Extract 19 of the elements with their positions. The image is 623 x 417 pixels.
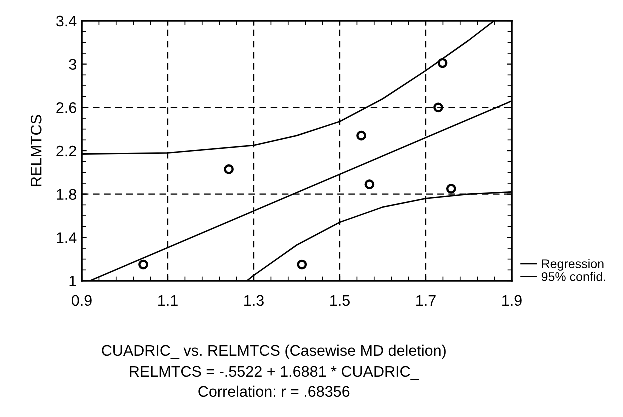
x-tick-label: 1.5 bbox=[330, 295, 350, 306]
y-tick-label: 1.8 bbox=[57, 189, 76, 200]
y-tick-label: 2.2 bbox=[56, 146, 76, 157]
text: Correlation: r = .68356 bbox=[198, 386, 350, 398]
y-tick-label: 1.4 bbox=[57, 232, 77, 244]
x-tick-label: 1.1 bbox=[158, 295, 178, 306]
y-tick-label: 1 bbox=[70, 276, 76, 287]
text: RELMTCS = -.5522 + 1.6881 * CUADRIC_ bbox=[130, 366, 420, 380]
x-tick-label: 1.7 bbox=[416, 295, 436, 306]
y-tick-label: 3.4 bbox=[56, 16, 77, 27]
y-axis-title: RELMTCS bbox=[30, 115, 42, 186]
y-tick-label: 2.6 bbox=[56, 102, 76, 114]
x-tick-label: 1.3 bbox=[244, 295, 264, 306]
y-tick-label: 3 bbox=[69, 59, 76, 70]
x-tick-label: 0.9 bbox=[72, 295, 92, 306]
legend-label: 95% confid. bbox=[542, 272, 606, 282]
x-tick-label: 1.9 bbox=[502, 295, 522, 306]
legend-label: Regression bbox=[542, 259, 604, 271]
text: CUADRIC_ vs. RELMTCS (Casewise MD deletion) bbox=[102, 344, 446, 360]
